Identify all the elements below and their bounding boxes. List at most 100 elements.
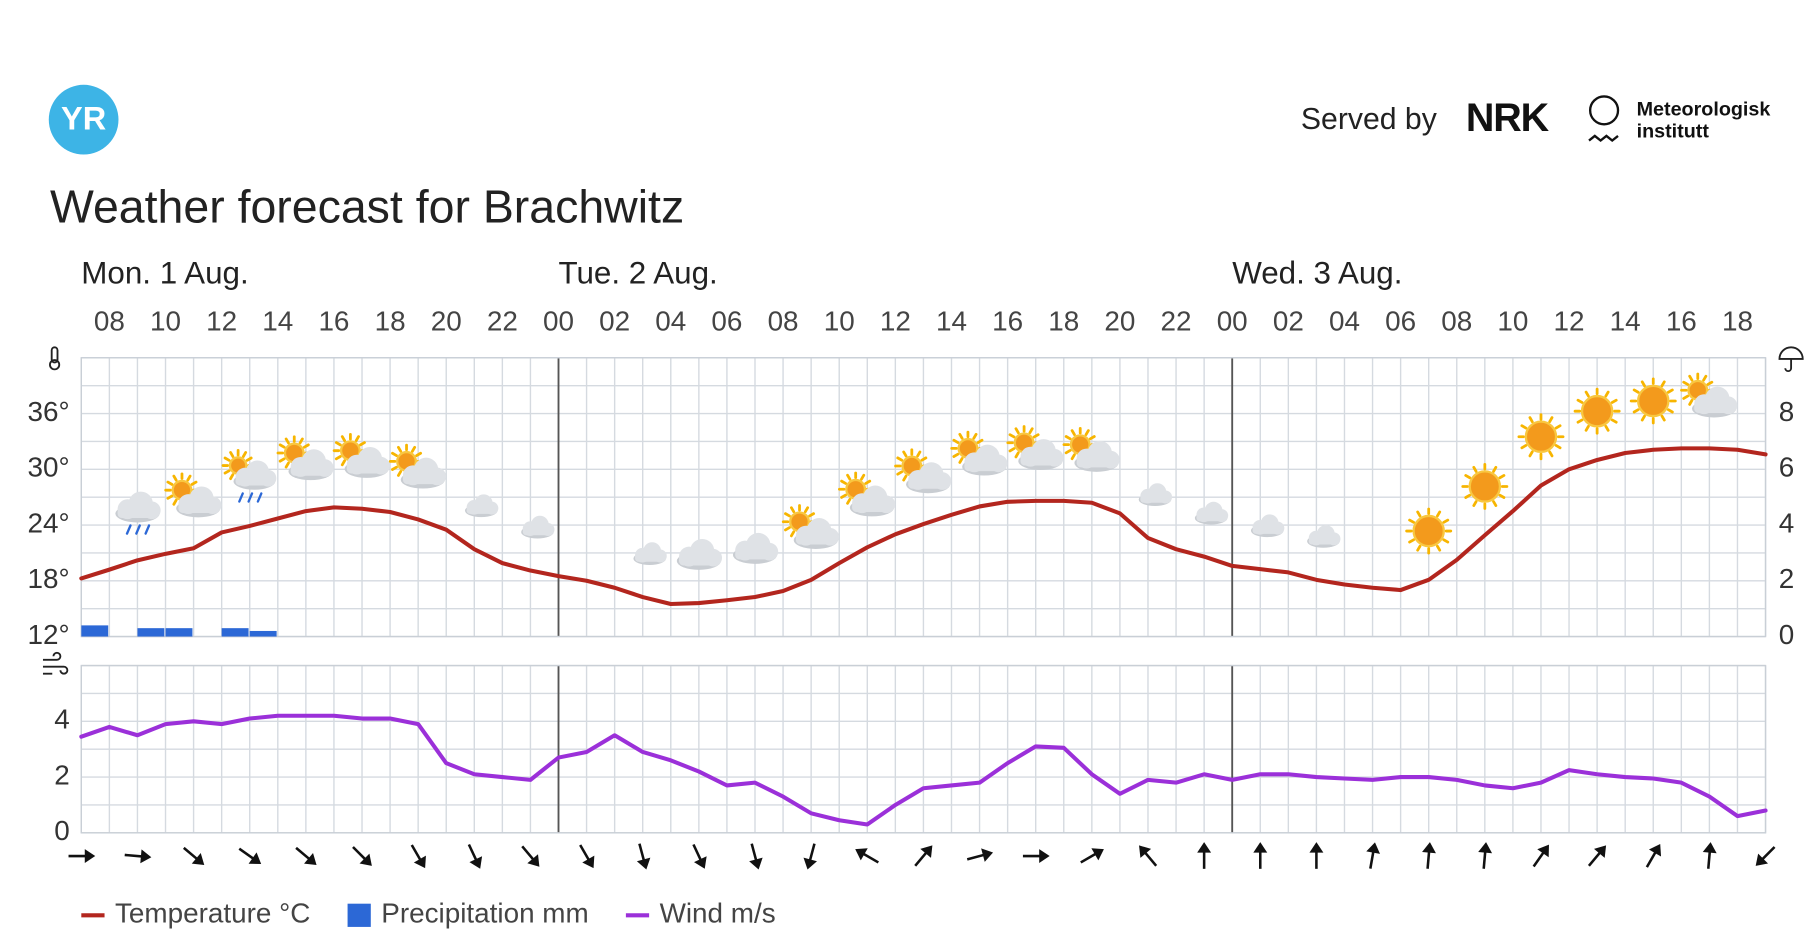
x-tick-label: 14 — [1610, 305, 1641, 336]
sun-ray — [1702, 374, 1708, 382]
wind-arrow — [1422, 842, 1436, 869]
wind-arrow-head — [1594, 845, 1607, 858]
precipitation-bar — [249, 630, 277, 637]
sun-ray — [1014, 427, 1020, 435]
wind-arrow — [803, 843, 817, 870]
panel-border — [80, 664, 1767, 834]
sun-ray — [1014, 451, 1020, 459]
sun-ray — [223, 456, 231, 462]
wind-arrow — [1197, 842, 1212, 869]
sun-ray — [1610, 398, 1618, 404]
sun-ray — [846, 473, 852, 481]
cloud-part — [235, 476, 274, 486]
sun-ray — [354, 435, 360, 443]
wind-arrow-shaft — [1645, 850, 1658, 868]
sun-ray — [1632, 388, 1640, 394]
wind-arrow — [1253, 842, 1268, 869]
sun-ray — [784, 526, 791, 532]
weather-icon — [1517, 413, 1565, 461]
sun-ray — [1528, 416, 1534, 424]
wind-arrow-head — [1755, 853, 1769, 866]
y-tick-label: 12° — [28, 619, 70, 650]
sun-ray — [840, 479, 848, 485]
sun-ray — [1064, 449, 1072, 455]
partner-logo: NRK — [1466, 96, 1550, 140]
rain-drop — [135, 524, 141, 535]
sun-ray — [410, 445, 417, 453]
x-tick-label: 12 — [206, 305, 237, 336]
wind-arrow — [182, 846, 205, 866]
sun-ray — [359, 441, 366, 447]
sun-ray — [391, 465, 398, 471]
wind-arrow-head — [1309, 842, 1324, 853]
wind-arrow-head — [749, 857, 763, 870]
cloud-part — [908, 478, 948, 489]
x-tick-label: 18 — [375, 305, 406, 336]
sun-ray — [1408, 518, 1415, 524]
sun-ray — [1640, 414, 1646, 422]
wind-arrow-shaft — [579, 844, 591, 862]
wind-arrow — [749, 843, 763, 870]
wind-arrow — [1587, 845, 1607, 867]
y2-tick-label: 8 — [1779, 396, 1794, 427]
wind-arrow-head — [1139, 845, 1152, 858]
sun-ray — [1088, 435, 1096, 441]
wind-arrow — [521, 845, 540, 867]
wind-arrow-head — [1422, 842, 1436, 854]
sun-ray — [1666, 408, 1674, 414]
sun-ray — [1464, 493, 1472, 499]
wind-arrow-shaft — [966, 853, 986, 861]
sun-ray — [1688, 374, 1694, 382]
wind-arrow — [1478, 842, 1493, 869]
cloud-part — [402, 474, 443, 485]
sun-ray — [860, 473, 866, 481]
wind-arrow-head — [1197, 842, 1212, 853]
institute-name: institutt — [1637, 121, 1710, 143]
sun-ray — [1706, 380, 1714, 386]
sun-ray — [1008, 447, 1016, 453]
weather-icon — [838, 471, 896, 517]
weather-icon — [1461, 462, 1509, 510]
cloud-part — [735, 549, 775, 560]
wind-arrow-shaft — [1080, 852, 1098, 864]
wind-arrow-head — [1091, 848, 1104, 861]
y2-tick-label: 6 — [1779, 452, 1794, 483]
wind-arrow-head — [140, 849, 152, 864]
sun-ray — [1492, 500, 1498, 507]
cloud-part — [1694, 403, 1734, 414]
weather-icon — [1680, 372, 1738, 418]
sun-ray — [1584, 424, 1590, 432]
y2-tick-label: 0 — [1779, 619, 1794, 650]
sun-ray — [916, 450, 922, 458]
wind-arrow — [914, 845, 933, 867]
sun-ray — [1576, 398, 1584, 404]
wind-icon — [42, 651, 69, 675]
sun-ray — [302, 443, 310, 449]
sun-ray — [298, 437, 304, 445]
x-tick-label: 14 — [936, 305, 967, 336]
sun-ray — [1576, 418, 1584, 424]
x-tick-label: 00 — [1217, 305, 1248, 336]
wind-arrow-shaft — [808, 843, 816, 863]
sun-ray — [1492, 465, 1498, 473]
wind-arrow — [410, 844, 426, 869]
x-tick-label: 18 — [1048, 305, 1079, 336]
sun-ray — [172, 498, 178, 506]
wind-arrow — [692, 843, 707, 869]
wind-arrow-shaft — [1482, 850, 1487, 869]
cloud-part — [466, 506, 496, 514]
sun-ray — [278, 443, 286, 449]
cloud-part — [678, 555, 719, 566]
sun-ray — [245, 456, 253, 462]
wind-arrow-shaft — [1532, 850, 1546, 868]
sun-ray — [1032, 433, 1040, 439]
wind-arrow — [1309, 842, 1324, 869]
x-tick-label: 18 — [1722, 305, 1753, 336]
institute-name: Meteorologisk — [1637, 99, 1771, 121]
y-tick-label: 0 — [54, 815, 70, 846]
sun-ray — [1498, 493, 1506, 499]
cloud-part — [1308, 537, 1339, 545]
cloud-part — [1140, 495, 1170, 503]
wind-arrow-head — [84, 849, 96, 864]
x-tick-label: 12 — [1554, 305, 1585, 336]
